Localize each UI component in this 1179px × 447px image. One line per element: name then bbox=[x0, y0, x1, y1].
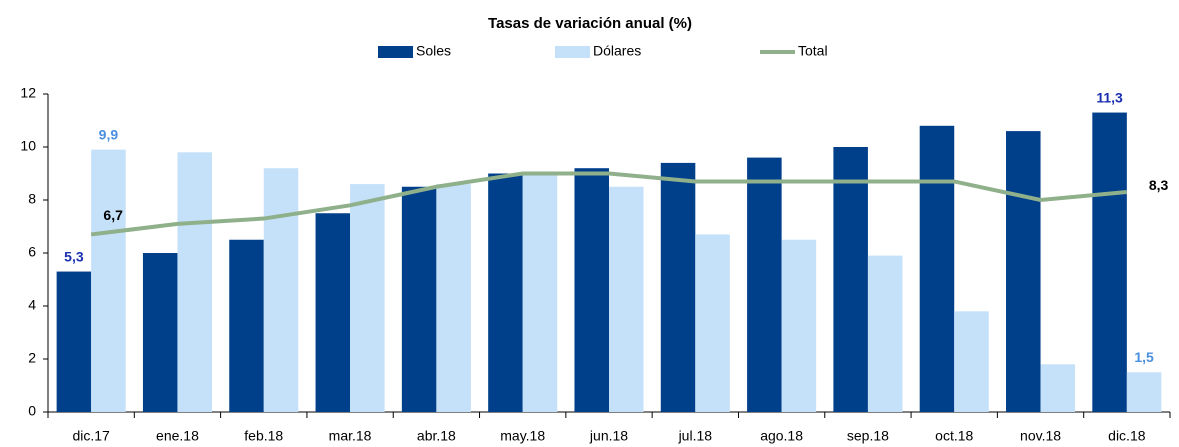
data-label: 1,5 bbox=[1134, 349, 1154, 365]
bar bbox=[315, 213, 351, 412]
x-tick-label: ago.18 bbox=[760, 428, 803, 444]
bar bbox=[867, 255, 903, 412]
bar bbox=[781, 239, 817, 412]
bar bbox=[1040, 364, 1076, 412]
legend-label: Dólares bbox=[593, 43, 641, 59]
data-label: 5,3 bbox=[64, 248, 84, 264]
data-label: 11,3 bbox=[1096, 89, 1123, 105]
chart-title: Tasas de variación anual (%) bbox=[488, 15, 692, 32]
bar bbox=[660, 162, 696, 412]
bar bbox=[954, 311, 989, 412]
x-tick-label: mar.18 bbox=[329, 428, 372, 444]
y-tick-label: 6 bbox=[28, 244, 36, 260]
x-tick-label: dic.18 bbox=[1108, 428, 1146, 444]
data-label: 9,9 bbox=[99, 126, 119, 142]
x-tick-label: may.18 bbox=[500, 428, 545, 444]
bar bbox=[229, 239, 264, 412]
bar bbox=[401, 186, 437, 412]
bar bbox=[436, 184, 471, 412]
x-tick-label: abr.18 bbox=[417, 428, 456, 444]
bar bbox=[488, 173, 523, 412]
legend-swatch bbox=[555, 46, 590, 58]
x-tick-label: oct.18 bbox=[935, 428, 973, 444]
legend-label: Soles bbox=[416, 43, 451, 59]
bar bbox=[695, 234, 730, 412]
bar bbox=[833, 147, 868, 412]
bar bbox=[263, 168, 299, 412]
bar bbox=[91, 149, 126, 412]
y-tick-label: 4 bbox=[28, 297, 36, 313]
x-tick-label: dic.17 bbox=[72, 428, 110, 444]
bar bbox=[522, 173, 558, 412]
bar bbox=[1092, 112, 1127, 413]
bar bbox=[177, 152, 212, 413]
x-tick-label: nov.18 bbox=[1020, 428, 1061, 444]
line bbox=[90, 171, 1128, 237]
bar bbox=[747, 157, 782, 412]
y-tick-label: 12 bbox=[20, 85, 36, 101]
bar bbox=[1006, 131, 1041, 412]
bar bbox=[1126, 372, 1162, 412]
data-label: 8,3 bbox=[1149, 177, 1169, 193]
y-tick-label: 2 bbox=[28, 350, 36, 366]
x-tick-label: jun.18 bbox=[589, 428, 628, 444]
bar bbox=[609, 186, 644, 412]
bar bbox=[142, 253, 178, 412]
legend-swatch bbox=[378, 46, 413, 58]
y-tick-label: 0 bbox=[28, 403, 36, 419]
x-tick-label: feb.18 bbox=[244, 428, 283, 444]
legend-label: Total bbox=[798, 43, 828, 59]
x-tick-label: sep.18 bbox=[847, 428, 889, 444]
x-tick-label: ene.18 bbox=[156, 428, 199, 444]
bar bbox=[350, 184, 385, 412]
y-tick-label: 10 bbox=[20, 138, 36, 154]
bar bbox=[574, 168, 609, 412]
bar bbox=[919, 125, 955, 413]
bar bbox=[56, 271, 92, 412]
data-label: 6,7 bbox=[103, 207, 123, 223]
x-tick-label: jul.18 bbox=[678, 428, 713, 444]
y-tick-label: 8 bbox=[28, 191, 36, 207]
